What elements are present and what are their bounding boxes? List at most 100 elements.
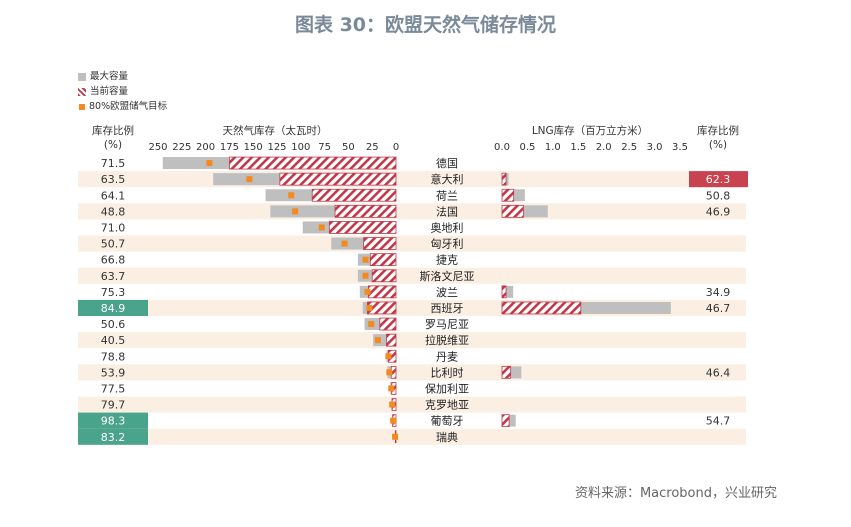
legend-item-current-capacity: 当前容量 — [78, 85, 128, 99]
country-label: 瑞典 — [436, 430, 458, 444]
storage-ratio-label: 71.5 — [101, 157, 126, 170]
storage-target-marker — [366, 304, 373, 311]
legend-label-current: 当前容量 — [90, 86, 129, 97]
country-label: 德国 — [436, 156, 458, 170]
lng-ratio-label: 46.4 — [706, 366, 731, 379]
storage-tick-label: 225 — [172, 142, 191, 153]
legend-swatch-current — [78, 87, 86, 96]
lng-tick-label: 2.0 — [596, 142, 612, 153]
storage-target-marker — [389, 401, 396, 408]
storage-target-marker — [362, 272, 369, 279]
storage-ratio-label: 83.2 — [101, 431, 126, 444]
lng-tick-label: 0.5 — [519, 142, 535, 153]
storage-current-bar — [334, 204, 397, 218]
row-band — [78, 267, 746, 284]
legend-swatch-max — [78, 72, 86, 81]
legend-label-target: 80%欧盟储气目标 — [89, 101, 168, 112]
row-band — [78, 364, 746, 381]
storage-target-marker — [364, 288, 371, 295]
lng-tick-label: 2.5 — [621, 142, 637, 153]
row-band — [78, 428, 746, 445]
storage-target-marker — [341, 240, 348, 247]
storage-current-bar — [279, 172, 397, 186]
page-title: 图表 30：欧盟天然气储存情况 — [294, 14, 557, 36]
country-label: 奥地利 — [431, 220, 464, 234]
storage-tick-label: 50 — [342, 142, 355, 153]
storage-tick-label: 200 — [196, 142, 215, 153]
storage-current-bar — [228, 156, 397, 170]
storage-ratio-label: 50.6 — [101, 318, 126, 331]
legend-label-max: 最大容量 — [90, 71, 129, 82]
legend-swatch-target — [79, 103, 85, 110]
lng-current-bar — [501, 285, 507, 299]
country-label: 葡萄牙 — [431, 415, 464, 428]
storage-ratio-label: 84.9 — [101, 302, 126, 315]
country-label: 波兰 — [436, 286, 458, 299]
storage-tick-label: 75 — [318, 142, 331, 153]
country-label: 拉脱维亚 — [425, 333, 469, 347]
country-label: 西班牙 — [431, 302, 464, 315]
storage-current-bar — [311, 188, 397, 202]
storage-current-bar — [363, 237, 397, 250]
country-label: 荷兰 — [436, 189, 458, 202]
storage-ratio-label: 50.7 — [101, 238, 126, 251]
lng-ratio-label: 34.9 — [706, 286, 731, 299]
storage-ratio-highlight — [78, 412, 148, 429]
header-ratio-right-unit: (%) — [709, 139, 727, 151]
storage-current-bar — [328, 221, 397, 234]
legend-item-max-capacity: 最大容量 — [78, 70, 128, 84]
country-label: 丹麦 — [436, 350, 458, 363]
lng-tick-label: 1.0 — [545, 142, 561, 153]
lng-ratio-label: 54.7 — [706, 415, 731, 428]
storage-current-bar — [386, 333, 397, 347]
storage-ratio-label: 48.8 — [101, 205, 126, 218]
storage-tick-label: 125 — [267, 142, 286, 153]
header-ratio-left-unit: (%) — [104, 139, 122, 151]
storage-target-marker — [392, 433, 399, 440]
storage-ratio-label: 75.3 — [101, 286, 126, 299]
lng-tick-label: 3.0 — [647, 142, 663, 153]
storage-target-marker — [288, 192, 295, 199]
lng-ratio-label: 62.3 — [706, 173, 731, 186]
storage-target-marker — [368, 321, 375, 328]
lng-ratio-highlight — [689, 171, 748, 188]
lng-current-bar — [501, 188, 515, 202]
storage-ratio-highlight — [78, 299, 148, 316]
storage-ratio-label: 98.3 — [101, 415, 126, 428]
country-label: 克罗地亚 — [425, 399, 469, 412]
storage-ratio-label: 71.0 — [101, 221, 126, 234]
storage-target-marker — [374, 337, 381, 344]
storage-target-marker — [386, 369, 393, 376]
storage-target-marker — [388, 385, 395, 392]
storage-ratio-label: 40.5 — [101, 334, 126, 347]
legend-item-target: 80%欧盟储气目标 — [78, 100, 167, 114]
storage-tick-label: 150 — [244, 142, 263, 153]
country-label: 斯洛文尼亚 — [420, 269, 475, 283]
lng-current-bar — [501, 204, 524, 218]
country-label: 意大利 — [431, 172, 464, 186]
storage-ratio-label: 63.7 — [101, 270, 126, 283]
lng-ratio-label: 50.8 — [706, 189, 731, 202]
storage-tick-label: 0 — [393, 142, 399, 153]
country-label: 匈牙利 — [431, 237, 464, 251]
storage-ratio-label: 53.9 — [101, 366, 126, 379]
storage-current-bar — [371, 269, 397, 283]
storage-ratio-label: 78.8 — [101, 350, 126, 363]
header-storage: 天然气库存（太瓦时） — [223, 124, 328, 137]
storage-target-marker — [318, 224, 325, 231]
storage-tick-label: 25 — [366, 142, 379, 153]
lng-current-bar — [501, 301, 582, 315]
lng-tick-label: 3.5 — [672, 142, 688, 153]
storage-target-marker — [385, 353, 392, 360]
row-band — [78, 235, 746, 252]
storage-ratio-label: 64.1 — [101, 189, 126, 202]
storage-ratio-label: 63.5 — [101, 173, 126, 186]
country-label: 法国 — [436, 204, 458, 218]
country-label: 罗马尼亚 — [425, 318, 469, 331]
country-label: 比利时 — [431, 366, 464, 379]
source-note: 资料来源：Macrobond，兴业研究 — [574, 486, 777, 501]
storage-ratio-label: 79.7 — [101, 399, 126, 412]
row-band — [78, 396, 746, 413]
storage-ratio-label: 66.8 — [101, 254, 126, 267]
